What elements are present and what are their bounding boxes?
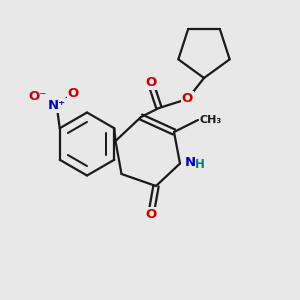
Text: O: O <box>146 76 157 89</box>
Text: O: O <box>182 92 193 106</box>
Text: O: O <box>146 208 157 221</box>
Text: N⁺: N⁺ <box>48 99 66 112</box>
Text: H: H <box>195 158 205 171</box>
Text: O⁻: O⁻ <box>28 90 46 103</box>
Text: CH₃: CH₃ <box>200 115 222 125</box>
Text: O: O <box>68 87 79 100</box>
Text: N: N <box>185 155 196 169</box>
